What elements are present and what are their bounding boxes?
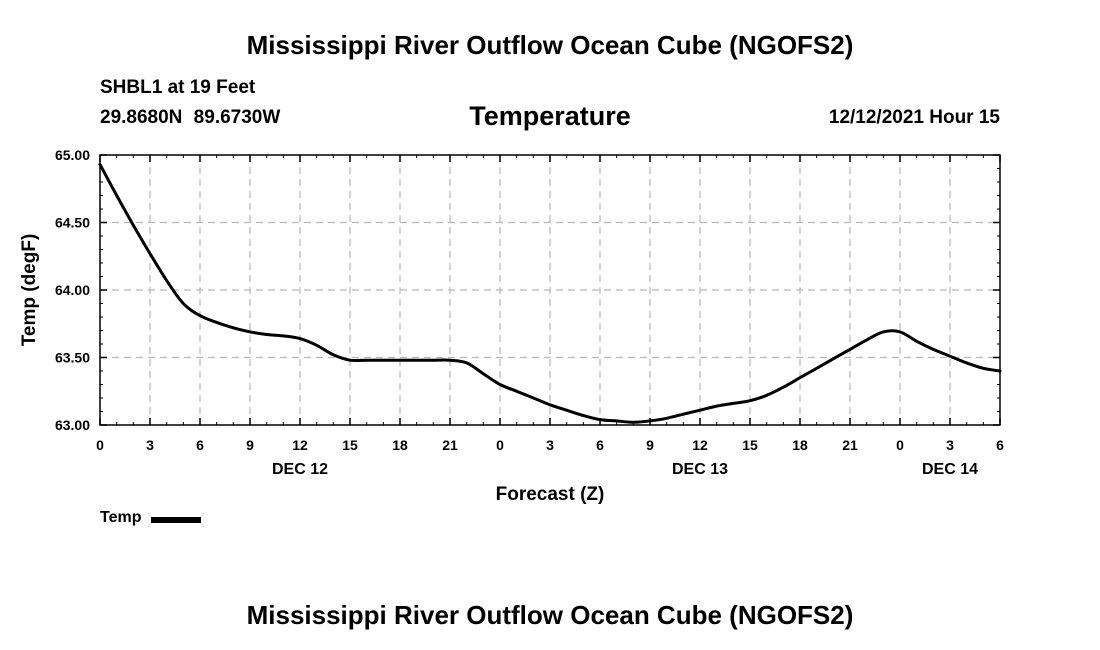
legend-swatch-temp — [151, 516, 202, 523]
x-tick-label: 18 — [792, 437, 808, 453]
date-label: DEC 14 — [922, 461, 978, 478]
x-tick-label: 9 — [646, 437, 654, 453]
figure-title: Mississippi River Outflow Ocean Cube (NG… — [246, 30, 854, 60]
forecast-timestamp: 12/12/2021 Hour 15 — [828, 107, 1000, 128]
y-tick-label: 64.00 — [55, 282, 90, 298]
x-tick-label: 0 — [96, 437, 104, 453]
x-tick-label: 6 — [996, 437, 1004, 453]
station-label: SHBL1 at 19 Feet — [100, 77, 256, 98]
axis-labels: 0 3 6 9 12 15 18 21 0 3 6 9 12 15 18 21 0 3 6 63.00 63.50 64.… — [55, 147, 1004, 478]
date-label: DEC 13 — [672, 461, 728, 478]
legend: Temp — [100, 509, 202, 527]
x-tick-label: 12 — [292, 437, 308, 453]
temp-series-line — [98, 162, 1002, 424]
x-tick-label: 15 — [342, 437, 358, 453]
legend-label: Temp — [100, 509, 142, 526]
x-tick-label: 0 — [896, 437, 904, 453]
date-label: DEC 12 — [272, 461, 328, 478]
y-axis-title: Temp (degF) — [19, 234, 40, 347]
y-tick-label: 63.50 — [55, 350, 90, 366]
x-tick-label: 9 — [246, 437, 254, 453]
x-tick-label: 21 — [842, 437, 858, 453]
grid — [100, 155, 1000, 425]
y-tick-label: 64.50 — [55, 215, 90, 231]
x-axis-title: Forecast (Z) — [496, 484, 605, 505]
x-tick-label: 3 — [946, 437, 954, 453]
x-tick-label: 0 — [496, 437, 504, 453]
x-tick-label: 18 — [392, 437, 408, 453]
x-tick-label: 3 — [146, 437, 154, 453]
footer-title: Mississippi River Outflow Ocean Cube (NG… — [246, 600, 854, 630]
x-tick-label: 6 — [596, 437, 604, 453]
x-tick-label: 12 — [692, 437, 708, 453]
y-tick-label: 63.00 — [55, 417, 90, 433]
x-tick-label: 3 — [546, 437, 554, 453]
x-tick-label: 21 — [442, 437, 458, 453]
plot-title: Temperature — [469, 101, 631, 131]
x-tick-label: 15 — [742, 437, 758, 453]
station-coordinates: 29.8680N 89.6730W — [100, 107, 281, 128]
y-tick-label: 65.00 — [55, 147, 90, 163]
x-tick-label: 6 — [196, 437, 204, 453]
